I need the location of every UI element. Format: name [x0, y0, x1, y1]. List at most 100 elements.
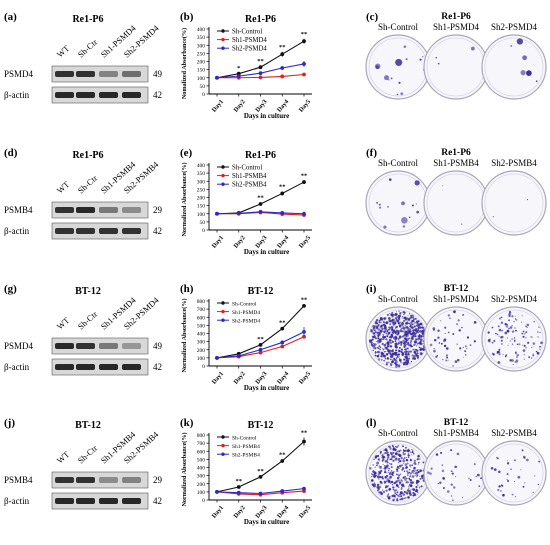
y-tick-label: 600 [197, 449, 206, 455]
colony [415, 463, 417, 465]
colony [402, 326, 405, 330]
colony [416, 474, 419, 477]
colony [370, 343, 374, 347]
colony [375, 331, 377, 334]
colony [518, 343, 521, 346]
colony [413, 344, 415, 346]
colony [406, 347, 409, 350]
y-tick-label: 100 [197, 356, 206, 362]
colony [409, 476, 411, 478]
colony [492, 215, 494, 218]
colony [419, 346, 421, 349]
colony [401, 322, 405, 326]
colony [466, 347, 468, 350]
colony [397, 315, 400, 319]
legend-label: Sh1-PSMB4 [232, 444, 260, 450]
colony [435, 355, 438, 359]
colony [450, 470, 453, 473]
colony [401, 466, 405, 470]
colony [386, 495, 389, 498]
colony [408, 313, 411, 315]
colony [387, 480, 390, 483]
colony [455, 476, 457, 478]
colony [411, 464, 414, 467]
colony [450, 483, 453, 486]
y-tick-label: 0 [202, 364, 205, 370]
colony [398, 336, 401, 339]
colony [454, 360, 458, 363]
colony [445, 359, 448, 362]
colony [400, 348, 404, 351]
colony [506, 337, 509, 339]
colony [442, 185, 444, 187]
colony [399, 335, 402, 338]
significance-marker: ** [257, 468, 264, 475]
colony [526, 326, 528, 328]
colony [412, 494, 415, 497]
colony [404, 324, 406, 327]
blot-band [76, 92, 95, 98]
colony [384, 456, 386, 459]
y-tick-label: 300 [197, 43, 206, 49]
colony [516, 38, 523, 45]
colony [407, 339, 409, 341]
blot-band [122, 364, 141, 370]
colony [417, 455, 420, 458]
colony [380, 469, 383, 473]
well-label: Sh2-PSMD4 [491, 22, 538, 32]
colony [391, 311, 394, 314]
x-tick-label: Day5 [298, 98, 312, 113]
colony [456, 343, 458, 345]
colony [405, 319, 407, 321]
colony [514, 361, 516, 363]
colony [416, 345, 418, 347]
colony [404, 320, 406, 322]
colony [387, 471, 389, 473]
colony [384, 469, 386, 471]
colony [372, 325, 376, 328]
colony [416, 349, 419, 353]
growth-curve-2: (e) Re1-P6 0 50 100 150 200 250 300 350 400 Normali… [180, 147, 312, 256]
y-tick-label: 150 [197, 68, 206, 74]
colony [502, 493, 505, 497]
colony [526, 199, 529, 201]
colony [402, 311, 405, 314]
colony [400, 479, 403, 482]
colony [393, 455, 396, 458]
colony [389, 312, 391, 315]
colony [506, 329, 510, 333]
colony [409, 481, 412, 484]
blot-band [122, 343, 141, 349]
colony [372, 464, 375, 466]
colony [401, 468, 404, 471]
data-point [280, 344, 285, 349]
colony [406, 344, 408, 346]
data-point [258, 71, 263, 76]
colony [384, 476, 387, 479]
colony [420, 342, 422, 345]
colony [504, 331, 508, 335]
well-label: Sh-Control [378, 22, 419, 32]
colony [511, 330, 515, 333]
colony [388, 349, 392, 353]
colony [406, 329, 410, 333]
colony [418, 458, 420, 460]
colony [384, 75, 390, 81]
data-point [280, 489, 285, 493]
x-tick-label: Day1 [211, 234, 225, 249]
colony [525, 325, 527, 327]
colony [384, 318, 386, 321]
colony [509, 326, 513, 329]
colony [398, 454, 402, 458]
colony [406, 326, 409, 329]
colony [389, 345, 393, 348]
colony [490, 466, 494, 470]
colony [395, 363, 397, 366]
colony [462, 314, 464, 316]
colony [375, 341, 377, 343]
colony [373, 476, 375, 478]
significance-marker: ** [279, 44, 286, 51]
colony [539, 331, 541, 334]
colony [402, 452, 404, 454]
y-tick-label: 600 [197, 315, 206, 321]
